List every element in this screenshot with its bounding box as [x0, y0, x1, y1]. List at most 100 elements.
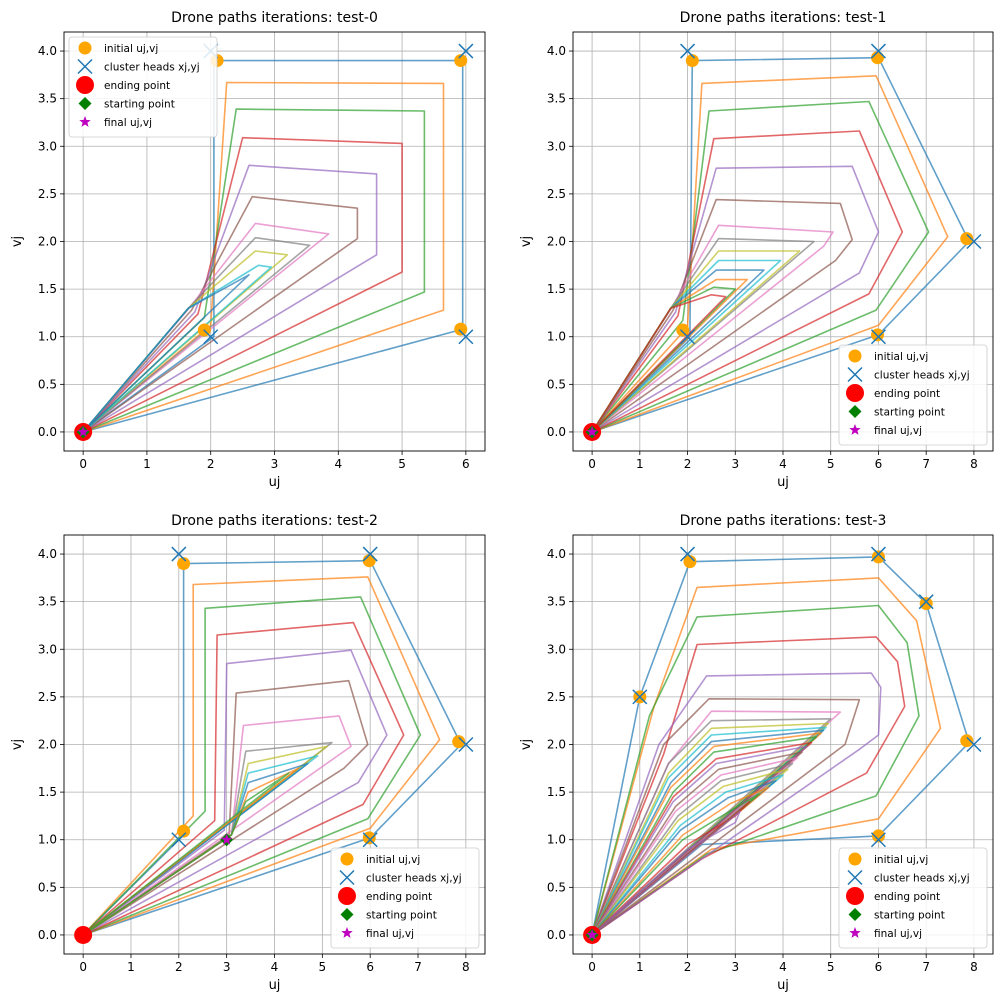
series-line-24 — [591, 810, 741, 936]
y-tick-label: 4.0 — [547, 547, 566, 561]
initial-point — [676, 323, 690, 337]
y-tick-label: 0.0 — [38, 928, 57, 942]
x-tick-label: 5 — [827, 457, 835, 471]
x-tick-label: 4 — [779, 457, 787, 471]
x-tick-label: 0 — [79, 457, 87, 471]
cluster-head-marker — [680, 329, 696, 345]
series-line-13 — [591, 293, 727, 433]
cluster-head-marker — [458, 43, 474, 59]
series-line-1 — [82, 81, 445, 433]
x-tick-label: 7 — [922, 457, 930, 471]
series-line-3 — [82, 621, 405, 936]
legend-starting-marker — [78, 97, 92, 110]
cluster-head-marker — [680, 43, 696, 59]
legend-cluster-marker — [339, 869, 355, 886]
series-line-12 — [82, 772, 290, 936]
series-line-1 — [82, 576, 441, 936]
series-group — [591, 556, 970, 936]
x-tick-label: 8 — [462, 960, 470, 974]
final-point — [77, 425, 89, 437]
y-tick-label: 1.0 — [38, 330, 57, 344]
legend-label: starting point — [366, 910, 437, 922]
legend-box — [68, 36, 218, 138]
legend-label: cluster heads xj,yj — [874, 370, 970, 382]
legend-ending-marker — [76, 76, 94, 94]
y-tick-label: 3.0 — [38, 642, 57, 656]
x-tick-label: 3 — [223, 960, 231, 974]
legend-initial-marker — [848, 349, 862, 363]
series-line-7 — [591, 717, 832, 936]
x-tick-label: 4 — [271, 960, 279, 974]
series-line-0 — [82, 59, 464, 433]
series-line-1 — [591, 577, 942, 936]
cluster-head-marker — [362, 546, 378, 562]
legend-final-marker — [849, 424, 861, 435]
legend: initial uj,vj cluster heads xj,yj ending p… — [838, 847, 988, 949]
y-tick-label: 0.5 — [547, 880, 566, 894]
y-tick-label: 2.0 — [547, 235, 566, 249]
subplot-3: 0 1 2 3 4 5 6 7 8 0.0 0.5 1.0 1.5 2.0 2.5 3.0 3.5 4.0 Dron… — [519, 513, 994, 993]
x-tick-label: 1 — [636, 457, 644, 471]
legend-ending-marker — [846, 384, 864, 402]
cluster-head-marker — [203, 329, 219, 345]
initial-point — [683, 555, 697, 569]
initial-point — [871, 829, 885, 843]
y-tick-label: 2.5 — [547, 690, 566, 704]
x-tick-label: 3 — [731, 457, 739, 471]
x-tick-label: 2 — [207, 457, 215, 471]
legend-box — [838, 344, 988, 446]
y-tick-label: 1.0 — [547, 833, 566, 847]
cluster-head-marker — [362, 832, 378, 848]
y-tick-label: 4.0 — [38, 547, 57, 561]
chart-title: Drone paths iterations: test-3 — [680, 513, 887, 529]
cluster-head-marker — [870, 43, 886, 59]
series-line-16 — [591, 756, 799, 936]
y-axis-label: vj — [519, 236, 534, 247]
x-tick-label: 7 — [922, 960, 930, 974]
initial-point — [177, 824, 191, 838]
legend: initial uj,vj cluster heads xj,yj ending p… — [68, 36, 218, 138]
x-axis-label: uj — [269, 978, 281, 993]
cluster-head-marker — [458, 736, 474, 753]
x-tick-label: 3 — [271, 457, 279, 471]
cluster-head-marker — [632, 689, 648, 705]
x-tick-label: 3 — [731, 960, 739, 974]
series-line-2 — [591, 100, 930, 433]
cluster-head-marker — [171, 832, 187, 848]
series-line-3 — [591, 130, 904, 433]
x-tick-label: 5 — [827, 960, 835, 974]
legend-label: cluster heads xj,yj — [104, 62, 200, 74]
x-tick-label: 6 — [462, 457, 470, 471]
legend-ending-marker — [846, 887, 864, 905]
y-tick-label: 3.0 — [547, 642, 566, 656]
legend-initial-marker — [340, 852, 354, 866]
series-line-3 — [82, 136, 403, 433]
y-tick-label: 2.0 — [547, 738, 566, 752]
legend-final-marker — [849, 927, 861, 938]
y-tick-label: 0.5 — [38, 880, 57, 894]
series-group — [591, 56, 970, 433]
y-axis-label: vj — [10, 739, 25, 750]
legend-starting-marker — [848, 405, 862, 418]
cluster-head-marker — [966, 233, 982, 250]
series-line-4 — [82, 164, 378, 433]
y-tick-label: 0.0 — [547, 928, 566, 942]
y-tick-label: 2.5 — [38, 690, 57, 704]
ending-point — [74, 925, 93, 944]
legend-label: ending point — [104, 80, 170, 92]
series-line-4 — [82, 649, 388, 936]
x-tick-label: 0 — [588, 960, 596, 974]
y-tick-label: 0.0 — [547, 425, 566, 439]
y-tick-label: 0.5 — [38, 377, 57, 391]
x-tick-label: 2 — [175, 960, 183, 974]
series-line-10 — [82, 273, 250, 433]
series-line-5 — [591, 198, 854, 433]
x-axis-label: uj — [269, 475, 281, 490]
legend-label: ending point — [874, 891, 940, 903]
x-axis-label: uj — [777, 978, 789, 993]
y-tick-label: 3.5 — [38, 595, 57, 609]
legend-label: ending point — [366, 891, 432, 903]
y-tick-label: 3.0 — [38, 139, 57, 153]
series-line-17 — [591, 762, 794, 936]
legend-starting-marker — [340, 908, 354, 921]
